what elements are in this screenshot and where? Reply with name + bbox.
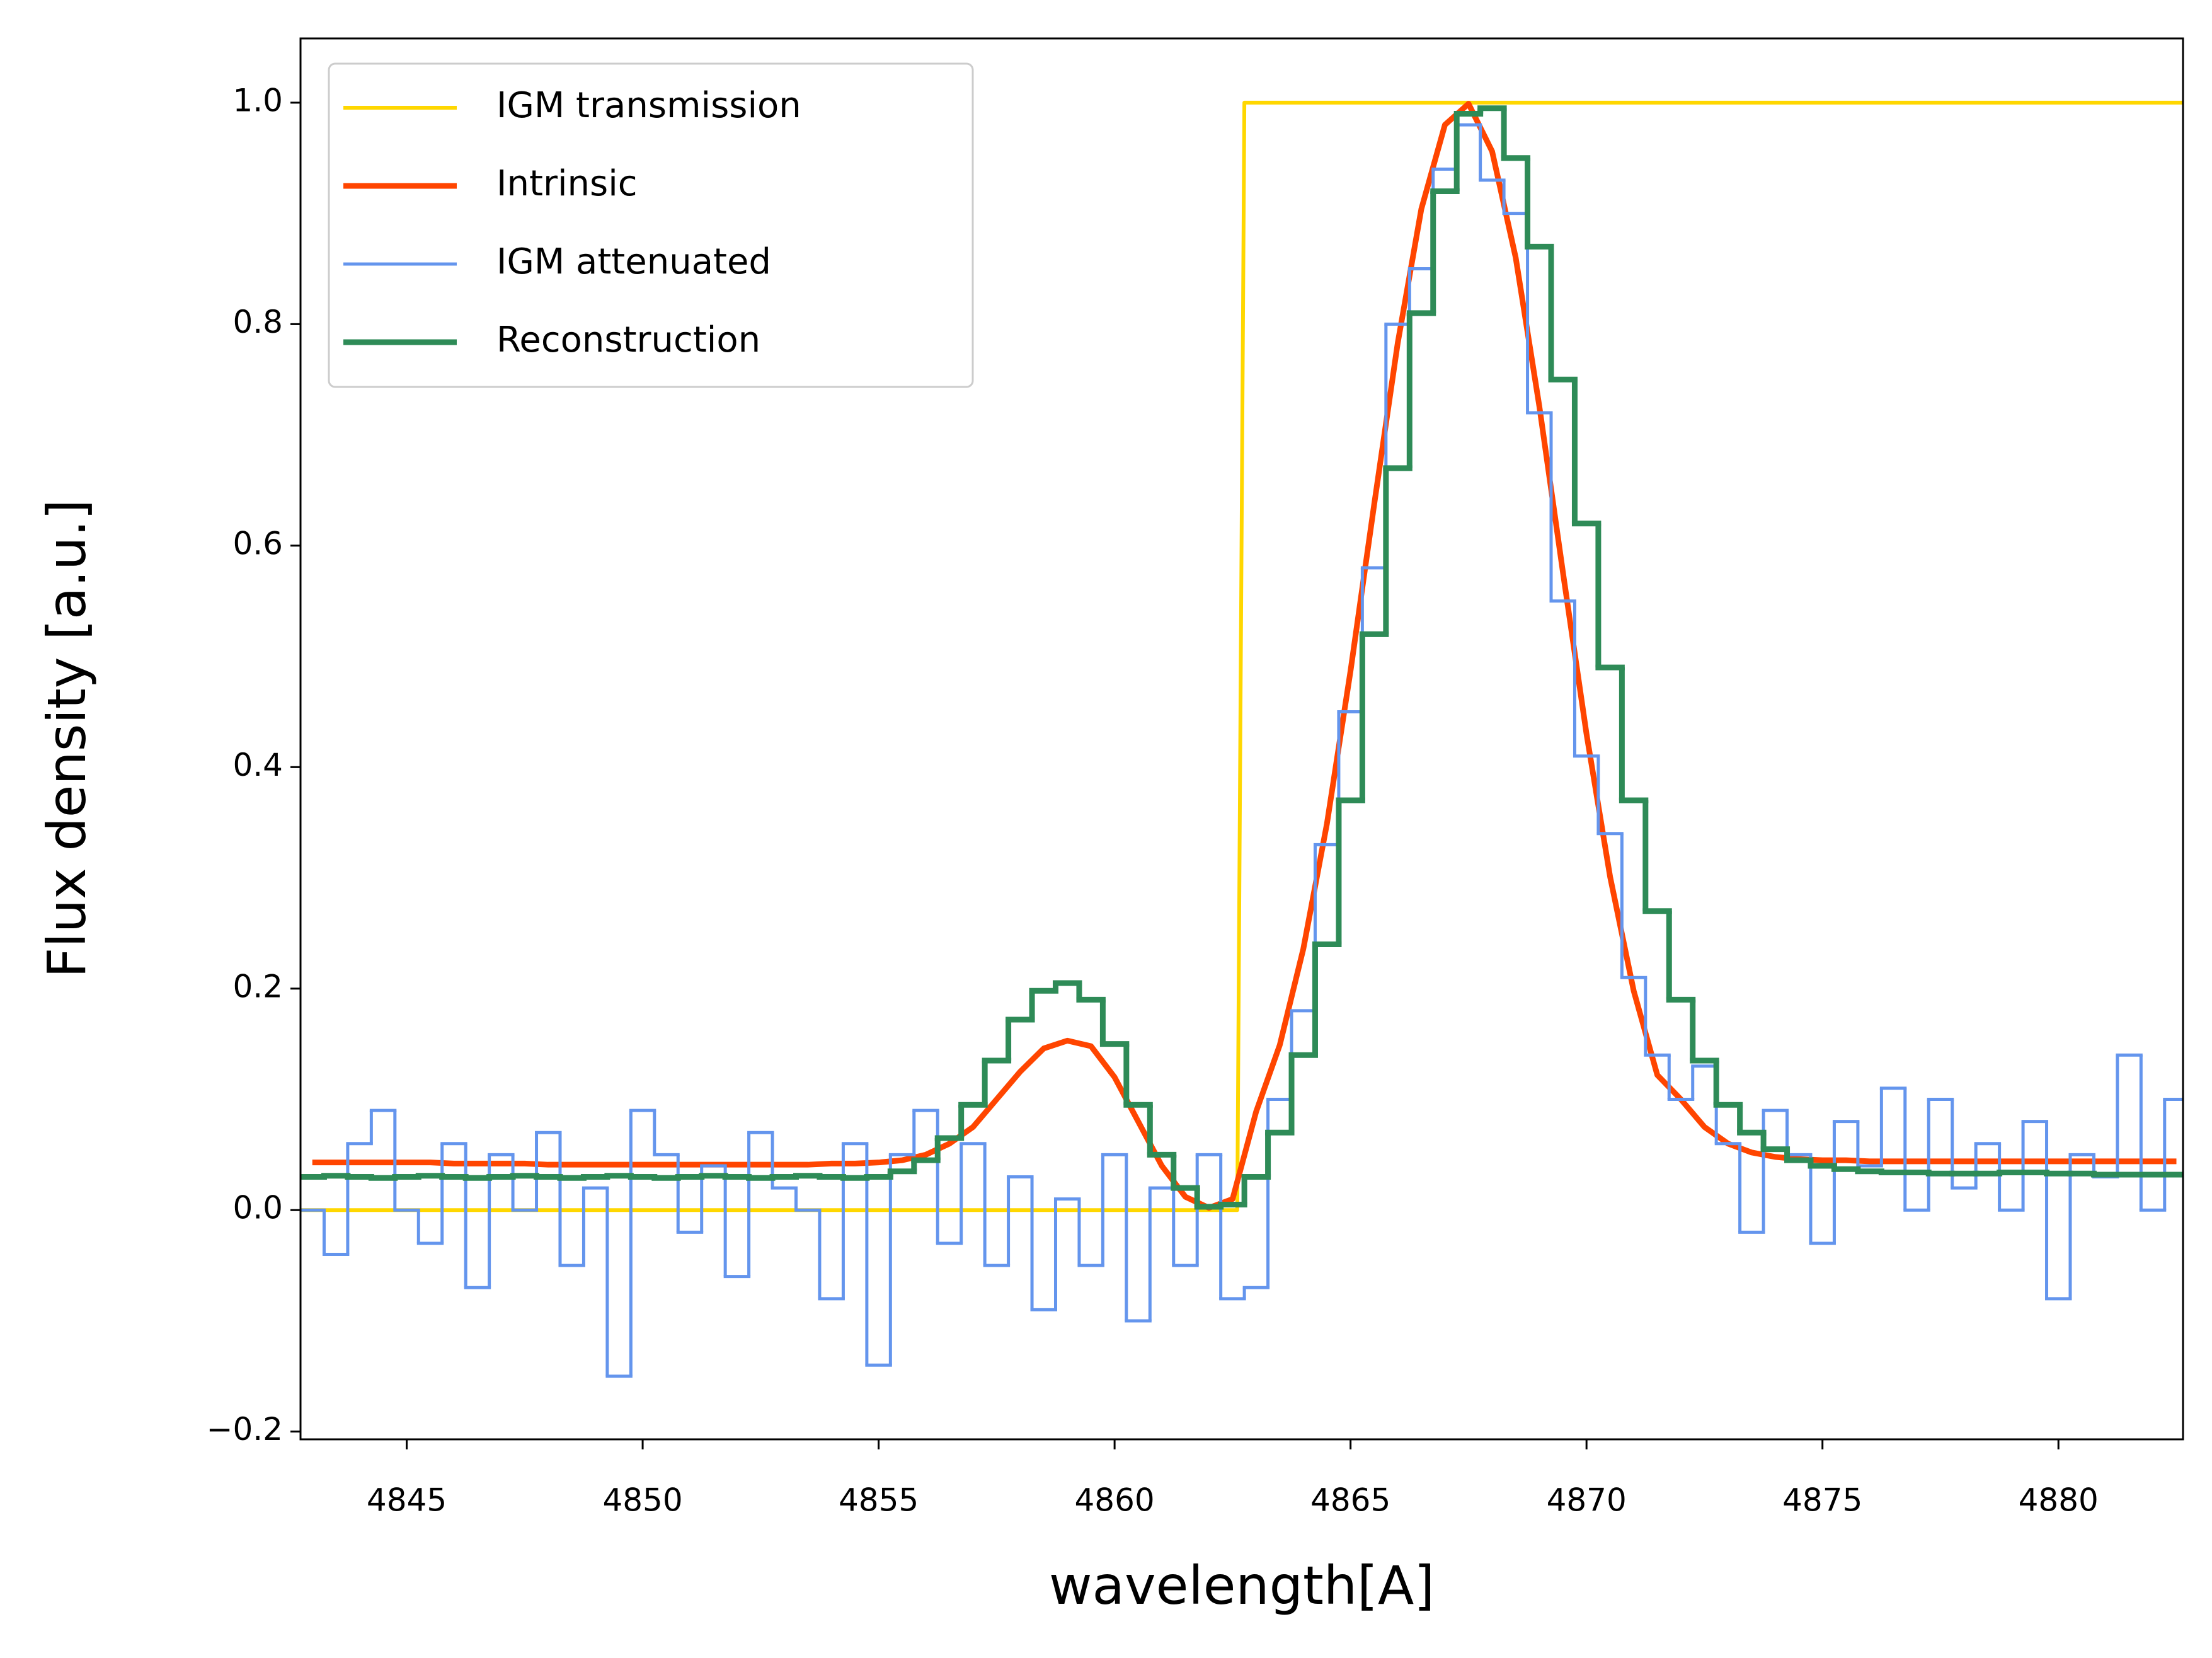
series-line (312, 101, 2177, 1211)
series-line (301, 100, 2183, 1212)
y-tick-label: 0.6 (232, 525, 283, 561)
y-axis-label: Flux density [a.u.] (36, 499, 98, 978)
legend-box (328, 62, 974, 388)
legend-label: Reconstruction (496, 320, 760, 360)
y-tick-label: 1.0 (232, 82, 283, 118)
x-tick-label: 4850 (602, 1482, 682, 1519)
y-tick-label: 0.4 (232, 747, 283, 783)
axes-frame (299, 37, 2184, 1441)
y-tick-label: 0.2 (232, 968, 283, 1005)
x-tick-label: 4870 (1547, 1482, 1627, 1519)
y-tick-label: 0.8 (232, 304, 283, 340)
legend-label: IGM attenuated (496, 241, 771, 282)
legend-label: Intrinsic (496, 163, 638, 204)
x-tick-label: 4880 (2019, 1482, 2099, 1519)
y-tick-label: 0.0 (232, 1190, 283, 1226)
x-tick-label: 4865 (1310, 1482, 1390, 1519)
x-tick-label: 4855 (839, 1482, 919, 1519)
x-tick-label: 4845 (367, 1482, 447, 1519)
y-tick-label: −0.2 (207, 1411, 283, 1448)
legend-label: IGM transmission (496, 85, 801, 126)
x-tick-label: 4875 (1782, 1482, 1862, 1519)
plot-area (301, 100, 2183, 1378)
x-axis-label: wavelength[A] (1049, 1555, 1435, 1616)
x-tick-label: 4860 (1075, 1482, 1155, 1519)
